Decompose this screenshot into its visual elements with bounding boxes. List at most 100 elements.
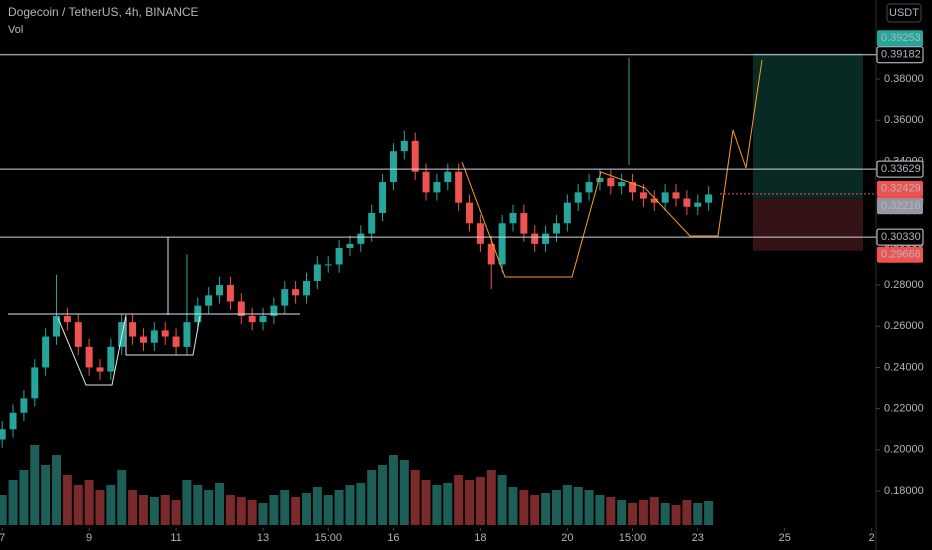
volume-bar <box>258 503 268 525</box>
candle-body <box>585 182 593 193</box>
volume-bar <box>475 477 485 525</box>
candle-body <box>672 192 680 199</box>
candle-body <box>248 315 256 323</box>
candle-body <box>270 305 278 316</box>
candle-body <box>150 330 158 343</box>
volume-bar <box>682 500 692 525</box>
pattern-line <box>125 315 201 356</box>
candle-body <box>368 212 376 234</box>
volume-bar <box>8 480 18 525</box>
x-tick-label: 18 <box>474 532 486 544</box>
volume-bar <box>269 495 279 525</box>
volume-bar <box>30 445 40 525</box>
candle-body <box>96 367 104 372</box>
currency[interactable]: USDT <box>889 7 919 19</box>
symbol-title: Dogecoin / TetherUS, 4h, BINANCE <box>8 5 199 19</box>
volume-bar <box>312 487 322 525</box>
volume-bar <box>638 500 648 525</box>
candle-body <box>531 233 539 244</box>
volume-bar <box>606 497 616 525</box>
candle-body <box>661 192 669 203</box>
volume-bar <box>171 500 181 525</box>
candle-body <box>216 285 224 296</box>
volume-bar <box>106 485 116 525</box>
indicator-label: Vol <box>8 24 23 36</box>
candle-body <box>379 182 387 213</box>
x-tick-label: 7 <box>0 532 5 544</box>
entry-tag: 0.32216 <box>881 200 921 212</box>
volume-bar <box>356 483 366 525</box>
candle-body <box>31 367 39 399</box>
candle-body <box>281 289 289 306</box>
candle-body <box>433 182 441 193</box>
x-tick-label: 15:00 <box>619 532 647 544</box>
volume-bar <box>301 493 311 525</box>
volume-bar <box>247 500 257 525</box>
candle-body <box>161 330 169 337</box>
pattern-line <box>461 59 763 278</box>
candle-body <box>139 336 147 343</box>
candle-body <box>259 315 267 323</box>
x-tick-label: 23 <box>692 532 704 544</box>
y-tick-label: 0.22000 <box>884 403 924 415</box>
pattern-line <box>57 314 127 386</box>
volume-bar <box>660 503 670 525</box>
volume-bar <box>530 495 540 525</box>
y-tick-label: 0.24000 <box>884 361 924 373</box>
volume-bar <box>138 495 148 525</box>
x-tick-label: 9 <box>86 532 92 544</box>
target-tag: 0.39253 <box>881 32 921 44</box>
candle-body <box>705 194 713 203</box>
y-tick-label: 0.36000 <box>884 114 924 126</box>
price-tag-label: 0.30330 <box>881 231 921 243</box>
candle-body <box>422 171 430 193</box>
currency-box[interactable] <box>886 3 922 23</box>
price-tag <box>876 160 924 178</box>
candle-body <box>563 202 571 224</box>
candle-body <box>205 295 213 306</box>
volume-bar <box>649 497 659 525</box>
loss-zone <box>753 198 863 251</box>
volume-bar <box>52 455 62 525</box>
volume-bar <box>128 490 138 525</box>
candle-body <box>694 202 702 207</box>
candle-body <box>53 315 61 337</box>
x-tick-label: 25 <box>779 532 791 544</box>
volume-bar <box>541 493 551 525</box>
last-price-tag: 0.32429 <box>881 183 921 195</box>
volume-bar <box>95 490 105 525</box>
x-tick-label: 15:00 <box>314 532 342 544</box>
volume-bar <box>182 480 192 525</box>
candle-body <box>466 202 474 224</box>
profit-zone <box>753 53 863 199</box>
y-tick-label: 0.20000 <box>884 444 924 456</box>
volume-bar <box>345 485 355 525</box>
volume-bar <box>421 480 431 525</box>
volume-bar <box>84 480 94 525</box>
candle-body <box>509 212 517 224</box>
candle-body <box>63 315 71 323</box>
drawings <box>8 58 763 386</box>
candle-body <box>346 243 354 248</box>
volume-bar <box>551 490 561 525</box>
candle-body <box>455 171 463 203</box>
volume-bar <box>508 487 518 525</box>
volume-bar <box>671 505 681 525</box>
candle-body <box>520 212 528 234</box>
volume-bar <box>291 497 301 525</box>
x-tick-label: 20 <box>561 532 573 544</box>
candle-body <box>639 192 647 199</box>
price-tag-label: 0.39182 <box>881 49 921 61</box>
volume-bar <box>41 465 51 525</box>
y-tick-label: 0.38000 <box>884 73 924 85</box>
volume-bar <box>465 480 475 525</box>
price-tag-label: 0.33629 <box>881 163 921 175</box>
candle-body <box>20 398 28 413</box>
volume-bar <box>693 503 703 525</box>
volume-bar <box>617 500 627 525</box>
volume-bar <box>486 470 496 525</box>
volume-bar <box>225 495 235 525</box>
volume-bar <box>443 483 453 525</box>
volume-bar <box>149 497 159 525</box>
volume-bar <box>73 485 83 525</box>
